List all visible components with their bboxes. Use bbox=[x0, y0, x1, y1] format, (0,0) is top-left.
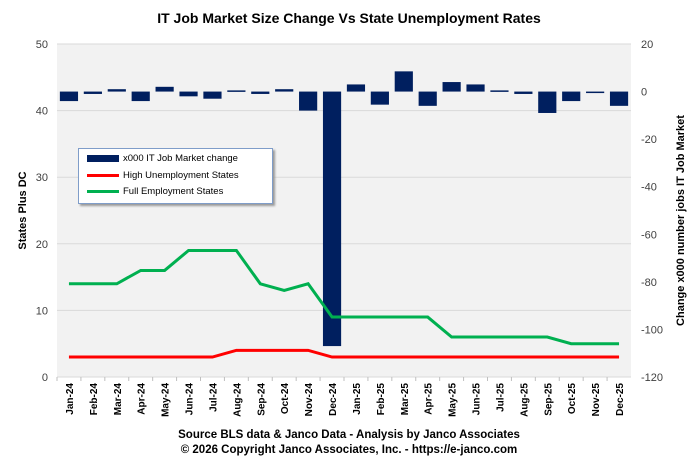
legend: x000 IT Job Market change High Unemploym… bbox=[78, 148, 273, 204]
y-right-tick-label: -120 bbox=[641, 372, 663, 384]
y-left-tick-label: 40 bbox=[36, 106, 48, 118]
x-tick-label: May-25 bbox=[448, 383, 459, 417]
line-full-employment bbox=[68, 248, 620, 346]
bar bbox=[227, 90, 246, 92]
y-right-tick-label: -80 bbox=[641, 277, 657, 289]
source-notes: Source BLS data & Janco Data - Analysis … bbox=[0, 428, 698, 458]
y-left-tick-label: 50 bbox=[36, 39, 48, 51]
x-tick-label: Jan-25 bbox=[352, 383, 363, 415]
line-high-unemployment bbox=[68, 348, 620, 359]
bar bbox=[442, 82, 461, 92]
x-tick-label: Apr-25 bbox=[424, 383, 435, 415]
y-right-tick-label: -40 bbox=[641, 182, 657, 194]
y-right-label: Change x000 number jobs IT Job Market bbox=[675, 115, 687, 326]
bar bbox=[322, 91, 342, 347]
y-left-tick-label: 30 bbox=[36, 172, 48, 184]
x-tick-label: Jun-24 bbox=[185, 383, 196, 416]
plot-area bbox=[57, 44, 631, 377]
bar bbox=[466, 84, 485, 92]
legend-item-high: High Unemployment States bbox=[87, 170, 239, 181]
x-tick-label: Sep-25 bbox=[543, 383, 554, 416]
x-tick-label: Nov-24 bbox=[304, 383, 315, 417]
bar bbox=[538, 91, 557, 113]
bar bbox=[394, 71, 413, 92]
x-tick-label: Aug-25 bbox=[519, 383, 530, 417]
bar bbox=[251, 91, 270, 94]
x-tick-label: Dec-25 bbox=[615, 383, 626, 416]
x-tick-label: Oct-24 bbox=[280, 383, 291, 415]
bar bbox=[346, 84, 366, 92]
x-tick-label: Apr-24 bbox=[137, 383, 148, 415]
bar bbox=[203, 91, 222, 99]
x-tick-label: Nov-25 bbox=[591, 383, 602, 417]
y-left-tick-label: 0 bbox=[42, 372, 48, 384]
copyright-line: © 2026 Copyright Janco Associates, Inc. … bbox=[180, 444, 518, 456]
legend-swatch bbox=[87, 190, 119, 193]
bar bbox=[299, 91, 318, 111]
x-tick-label: Jun-25 bbox=[472, 383, 483, 416]
y-left-tick-label: 20 bbox=[36, 239, 48, 251]
x-tick-label: Oct-25 bbox=[567, 383, 578, 415]
x-tick-label: Feb-25 bbox=[376, 383, 387, 416]
y-left-tick-label: 10 bbox=[36, 305, 48, 317]
chart-title: IT Job Market Size Change Vs State Unemp… bbox=[157, 10, 541, 26]
x-tick-label: Mar-24 bbox=[113, 383, 124, 416]
legend-label: x000 IT Job Market change bbox=[123, 153, 238, 164]
x-tick-label: Aug-24 bbox=[232, 383, 243, 417]
bar bbox=[131, 91, 150, 102]
legend-item-bar: x000 IT Job Market change bbox=[87, 153, 238, 164]
legend-item-full: Full Employment States bbox=[87, 186, 223, 197]
bar bbox=[609, 91, 629, 106]
x-tick-label: Jul-24 bbox=[208, 383, 219, 412]
bar bbox=[370, 91, 389, 105]
legend-swatch bbox=[87, 174, 119, 177]
y-right-tick-label: -100 bbox=[641, 324, 663, 336]
bar bbox=[490, 90, 509, 92]
x-tick-label: Sep-24 bbox=[256, 383, 267, 416]
x-tick-label: Jul-25 bbox=[495, 383, 506, 412]
y-left-label: States Plus DC bbox=[17, 171, 29, 249]
bar bbox=[586, 91, 605, 94]
x-tick-label: May-24 bbox=[161, 383, 172, 417]
y-right-tick-label: -20 bbox=[641, 134, 657, 146]
source-line: Source BLS data & Janco Data - Analysis … bbox=[178, 429, 520, 441]
y-right-tick-label: 0 bbox=[641, 87, 647, 99]
bar bbox=[514, 91, 533, 94]
bar bbox=[107, 89, 126, 92]
bar bbox=[179, 91, 198, 97]
y-right-tick-label: -60 bbox=[641, 229, 657, 241]
legend-label: High Unemployment States bbox=[123, 170, 239, 181]
bar bbox=[418, 91, 437, 106]
x-tick-label: Dec-24 bbox=[328, 383, 339, 416]
x-tick-label: Feb-24 bbox=[89, 383, 100, 416]
bar bbox=[59, 91, 79, 102]
x-tick-label: Mar-25 bbox=[400, 383, 411, 416]
y-right-tick-label: 20 bbox=[641, 39, 653, 51]
bar bbox=[83, 91, 102, 94]
bar bbox=[155, 86, 174, 92]
legend-swatch bbox=[87, 155, 119, 162]
bar bbox=[562, 91, 581, 102]
legend-label: Full Employment States bbox=[123, 186, 224, 197]
x-tick-label: Jan-24 bbox=[65, 383, 76, 415]
bar bbox=[275, 89, 294, 92]
